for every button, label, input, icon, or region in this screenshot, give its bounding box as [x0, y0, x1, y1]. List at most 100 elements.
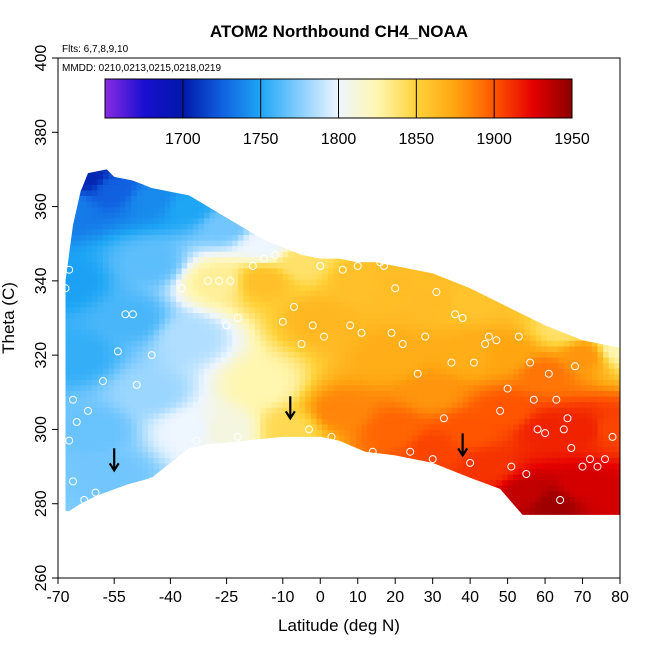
field-cell [147, 345, 155, 353]
field-cell [361, 485, 368, 492]
field-cell [170, 368, 177, 375]
field-cell [350, 401, 357, 408]
field-cell [434, 429, 441, 436]
field-cell [294, 240, 301, 247]
field-cell [361, 429, 368, 436]
field-cell [428, 245, 436, 252]
field-cell [65, 318, 70, 325]
field-cell [254, 173, 261, 180]
field-cell [125, 318, 132, 325]
field-cell [204, 468, 211, 475]
field-cell [389, 223, 396, 230]
field-cell [468, 223, 475, 230]
field-cell [249, 295, 256, 302]
field-cell [440, 513, 447, 515]
field-cell [204, 234, 211, 241]
field-cell [282, 479, 290, 486]
field-cell [119, 212, 127, 219]
field-cell [305, 373, 312, 380]
field-cell [339, 217, 346, 224]
field-cell [108, 290, 115, 297]
field-cell [299, 251, 306, 258]
field-cell [65, 401, 70, 408]
field-cell [102, 306, 110, 314]
field-cell [367, 245, 374, 252]
field-cell [277, 379, 284, 386]
field-cell [367, 513, 374, 515]
field-cell [192, 496, 200, 503]
field-cell [226, 479, 233, 486]
field-cell [322, 446, 329, 453]
field-cell [91, 290, 98, 297]
field-cell [209, 273, 216, 280]
field-cell [204, 223, 211, 230]
field-cell [412, 195, 419, 202]
field-cell [372, 479, 379, 486]
field-cell [473, 256, 481, 263]
field-cell [226, 189, 233, 197]
field-cell [119, 401, 127, 408]
field-cell [265, 173, 273, 180]
field-cell [131, 357, 138, 364]
field-cell [265, 206, 273, 213]
field-cell [80, 423, 87, 431]
field-cell [170, 201, 177, 208]
field-cell [153, 446, 160, 453]
field-cell [361, 284, 368, 291]
field-cell [226, 334, 233, 341]
field-cell [170, 513, 177, 515]
field-cell [462, 368, 469, 375]
field-cell [65, 284, 70, 291]
field-cell [417, 490, 424, 497]
field-cell [305, 162, 311, 168]
field-cell [249, 273, 256, 280]
field-cell [181, 228, 188, 236]
field-cell [80, 206, 87, 213]
field-cell [108, 173, 115, 180]
field-cell [136, 373, 143, 380]
field-cell [463, 162, 469, 168]
field-cell [65, 301, 70, 308]
field-cell [468, 201, 475, 208]
field-cell [406, 245, 413, 252]
field-cell [209, 501, 216, 509]
field-cell [316, 462, 323, 470]
field-cell [327, 429, 334, 436]
field-cell [428, 251, 436, 258]
field-cell [350, 412, 357, 419]
field-cell [395, 513, 402, 515]
field-cell [468, 318, 475, 325]
field-cell [69, 234, 76, 241]
field-cell [400, 334, 408, 341]
field-cell [445, 485, 452, 492]
field-cell [136, 329, 143, 336]
field-cell [148, 162, 154, 168]
field-cell [176, 474, 183, 481]
field-cell [243, 284, 250, 291]
field-cell [192, 189, 200, 197]
field-cell [344, 368, 351, 375]
field-cell [417, 345, 424, 353]
field-cell [462, 412, 469, 419]
field-cell [181, 368, 188, 375]
field-cell [91, 318, 98, 325]
field-cell [86, 256, 93, 263]
field-cell [226, 496, 233, 503]
field-cell [192, 195, 200, 202]
field-cell [367, 340, 374, 347]
field-cell [80, 474, 87, 481]
field-cell [445, 490, 452, 497]
field-cell [147, 228, 155, 236]
field-cell [265, 306, 273, 314]
field-cell [271, 240, 278, 247]
field-cell [215, 312, 222, 319]
field-cell [327, 169, 334, 174]
field-cell [344, 474, 351, 481]
field-cell [395, 446, 402, 453]
field-cell [440, 468, 447, 475]
field-cell [131, 290, 138, 297]
field-cell [294, 379, 301, 386]
field-cell [119, 396, 127, 403]
field-cell [271, 206, 278, 213]
field-cell [69, 201, 76, 208]
